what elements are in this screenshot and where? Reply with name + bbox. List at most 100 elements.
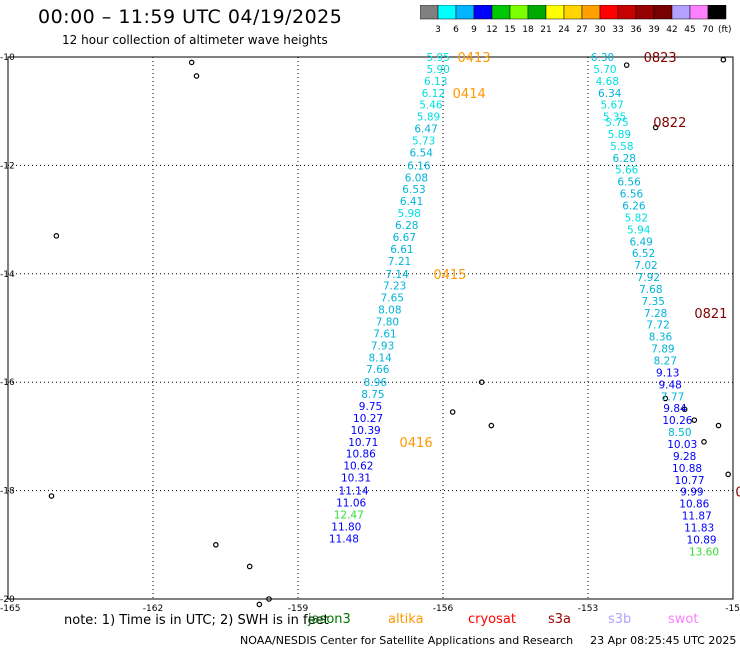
s3a-track-wave-height-label: 6.26 [622, 201, 646, 213]
colorbar-tick-label: 33 [612, 25, 623, 35]
s3a-track-wave-height-label: 5.89 [608, 129, 631, 141]
pass-time-label: 0416 [400, 436, 433, 451]
longitude-tick-label: -156 [433, 604, 454, 612]
altika-track-wave-height-label: 8.14 [368, 352, 392, 364]
s3a-track-wave-height-label: 5.35 [603, 112, 626, 124]
s3a-track-wave-height-label: 6.28 [613, 153, 636, 165]
page-title: 00:00 – 11:59 UTC 04/19/2025 [38, 6, 343, 28]
altika-track-wave-height-label: 5.95 [426, 52, 449, 64]
island-outline [53, 233, 60, 239]
s3a-track-wave-height-label: 11.83 [684, 522, 714, 534]
s3a-track-wave-height-label: 6.56 [617, 177, 641, 189]
island-outline [266, 596, 272, 602]
s3a-track-wave-height-label: 9.48 [658, 379, 681, 391]
s3a-track-wave-height-label: 7.77 [661, 391, 684, 403]
altika-track-wave-height-label: 10.71 [348, 437, 378, 449]
island-outline [623, 62, 630, 68]
s3a-track-wave-height-label: 5.75 [605, 117, 628, 129]
page-subtitle: 12 hour collection of altimeter wave hei… [62, 33, 328, 47]
satellite-cryosat-label: cryosat [468, 612, 516, 627]
s3a-track-wave-height-label: 9.99 [680, 487, 703, 499]
longitude-tick-label: -162 [143, 604, 163, 612]
altika-track-wave-height-label: 11.80 [331, 521, 361, 533]
altika-track-wave-height-label: 6.53 [402, 184, 425, 196]
altika-track-wave-height-label: 6.41 [400, 196, 423, 208]
altika-track-wave-height-label: 7.14 [385, 269, 409, 281]
pass-time-label: 0414 [453, 87, 486, 102]
altika-track-wave-height-label: 11.48 [329, 533, 359, 545]
island-outline [188, 59, 195, 66]
island-outline [256, 601, 263, 608]
altika-track-wave-height-label: 6.67 [393, 232, 416, 244]
color-scale-legend: 3 6 9 12 15 18 21 24 27 30 33 36 39 42 45 70 (ft) [420, 5, 732, 35]
altika-track-wave-height-label: 5.73 [412, 135, 435, 147]
altika-track-wave-height-label: 10.86 [346, 449, 376, 461]
note-text: note: 1) Time is in UTC; 2) SWH is in fe… [64, 613, 329, 628]
map-frame [7, 56, 734, 600]
altika-track-wave-height-label: 6.47 [414, 124, 437, 136]
s3a-track-wave-height-label: 10.89 [687, 534, 717, 546]
colorbar-tick-label: 30 [594, 25, 606, 35]
island-outline [681, 406, 688, 413]
longitude-tick-label: -165 [0, 604, 20, 612]
s3a-track-wave-height-label: 5.66 [615, 165, 639, 177]
altika-track-wave-height-label: 6.54 [410, 147, 434, 159]
colorbar-tick-label: 39 [648, 25, 660, 35]
s3a-track-wave-height-label: 7.72 [646, 320, 669, 332]
island-outline [691, 417, 698, 423]
altika-track-wave-height-label: 6.12 [422, 88, 445, 100]
latitude-tick-label: -20 [0, 595, 15, 605]
altika-track-wave-height-label: 8.75 [361, 389, 384, 401]
altika-track-wave-height-label: 6.08 [405, 172, 428, 184]
colorbar-swatch [707, 5, 727, 20]
altika-track-wave-height-label: 7.61 [373, 328, 396, 340]
island-outline [246, 563, 253, 570]
s3a-track-wave-height-label: 7.92 [637, 272, 660, 284]
s3a-track-wave-height-label: 10.88 [672, 463, 702, 475]
satellite-altika-label: altika [388, 612, 424, 627]
colorbar-tick-label: 27 [576, 25, 587, 35]
satellite-swot-label: swot [668, 612, 699, 627]
s3a-track-wave-height-label: 10.77 [674, 475, 704, 487]
s3a-track-wave-height-label: 5.70 [593, 64, 616, 76]
colorbar-tick-label: 9 [471, 25, 477, 35]
island-outline [193, 73, 200, 79]
altika-track-wave-height-label: 5.90 [426, 64, 449, 76]
colorbar-tick-label: 21 [540, 25, 551, 35]
pass-time-label: 0823 [644, 51, 677, 66]
colorbar-tick-label: 3 [435, 25, 441, 35]
altika-track-wave-height-label: 10.27 [353, 413, 383, 425]
island-outline [478, 379, 485, 386]
altika-track-wave-height-label: 12.47 [334, 509, 364, 521]
altika-track-wave-height-label: 11.06 [336, 498, 366, 510]
s3a-track-wave-height-label: 7.02 [634, 260, 657, 272]
s3a-track-wave-height-label: 8.27 [654, 356, 677, 368]
s3a-track-wave-height-label: 11.87 [682, 511, 712, 523]
pass-time-label: 0822 [653, 116, 686, 131]
latitude-tick-label: -16 [0, 378, 15, 388]
altika-track-wave-height-label: 9.75 [359, 401, 382, 413]
altika-track-wave-height-label: 6.13 [424, 76, 447, 88]
s3a-track-wave-height-label: 8.36 [649, 332, 673, 344]
altika-track-wave-height-label: 5.46 [419, 100, 443, 112]
altika-track-wave-height-label: 8.96 [364, 377, 388, 389]
longitude-tick-label: -15 [725, 604, 740, 612]
island-outline [725, 471, 731, 478]
longitude-tick-label: -159 [288, 604, 309, 612]
s3a-track-wave-height-label: 10.03 [667, 439, 697, 451]
altika-track-wave-height-label: 11.14 [339, 486, 369, 498]
island-outline [701, 439, 707, 445]
s3a-track-wave-height-label: 5.94 [627, 224, 651, 236]
colorbar-tick-label: 45 [684, 25, 695, 35]
latitude-tick-label: -10 [0, 53, 15, 63]
pass-time-label: 0821 [694, 307, 727, 322]
s3a-track-wave-height-label: 6.52 [632, 248, 655, 260]
altika-track-wave-height-label: 7.65 [381, 293, 404, 305]
wave-height-map: -10 -12 -14 -16 -18 -20-165 -162 -159 -156 -153 -1… [0, 51, 740, 612]
s3a-track-wave-height-label: 8.50 [668, 427, 691, 439]
island-outline [715, 422, 722, 429]
colorbar-tick-label: 15 [504, 25, 515, 35]
island-outline [48, 493, 55, 499]
satellite-s3b-label: s3b [608, 612, 632, 627]
altika-track-wave-height-label: 8.08 [378, 305, 401, 317]
